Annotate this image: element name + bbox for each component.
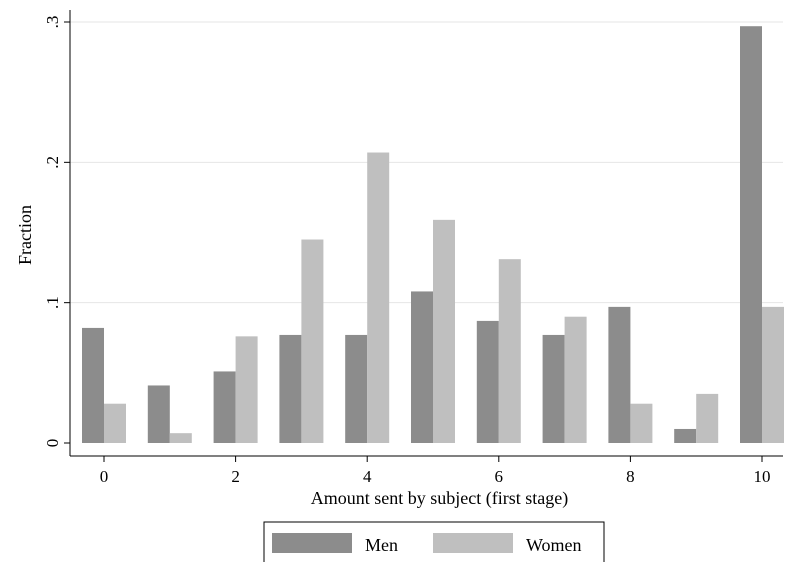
y-tick-label: .1 bbox=[43, 296, 62, 309]
bar-women-0 bbox=[104, 403, 126, 443]
x-tick-label: 0 bbox=[100, 467, 109, 486]
legend: Men Women bbox=[263, 521, 605, 562]
bar-men-4 bbox=[345, 334, 368, 443]
axis-labels: 0 .1 .2 .3 0 2 4 6 8 10 Amount sent by subject (fi… bbox=[15, 16, 770, 509]
gridlines bbox=[70, 21, 783, 304]
y-tick-label: 0 bbox=[43, 439, 62, 448]
bar-men-1 bbox=[147, 385, 170, 443]
bar-women-5 bbox=[433, 219, 455, 443]
bar-men-3 bbox=[279, 334, 302, 443]
bar-women-3 bbox=[301, 239, 324, 443]
legend-swatch-women bbox=[433, 533, 513, 553]
x-tick-label: 8 bbox=[626, 467, 635, 486]
legend-label-women: Women bbox=[526, 535, 582, 555]
bar-women-7 bbox=[564, 316, 587, 443]
bar-men-8 bbox=[608, 306, 631, 443]
bar-women-1 bbox=[169, 433, 192, 443]
y-tick-label: .3 bbox=[43, 16, 62, 29]
y-tick-label: .2 bbox=[43, 156, 62, 169]
x-tick-label: 4 bbox=[363, 467, 372, 486]
bar-women-8 bbox=[630, 403, 653, 443]
legend-swatch-men bbox=[272, 533, 352, 553]
bar-women-9 bbox=[696, 393, 719, 443]
bar-men-0 bbox=[82, 327, 104, 443]
bar-women-6 bbox=[498, 259, 521, 443]
bar-men-7 bbox=[542, 334, 565, 443]
bar-men-9 bbox=[674, 428, 697, 443]
bar-men-2 bbox=[213, 371, 236, 443]
bar-men-10 bbox=[740, 26, 762, 444]
legend-label-men: Men bbox=[365, 535, 398, 555]
bar-men-5 bbox=[411, 291, 433, 443]
bar-women-10 bbox=[762, 306, 784, 443]
bars bbox=[82, 26, 784, 444]
x-tick-label: 10 bbox=[754, 467, 771, 486]
x-tick-label: 2 bbox=[231, 467, 240, 486]
bar-women-4 bbox=[367, 152, 390, 443]
x-tick-label: 6 bbox=[495, 467, 504, 486]
x-axis-title: Amount sent by subject (first stage) bbox=[311, 488, 568, 509]
bar-women-2 bbox=[235, 336, 258, 443]
bar-men-6 bbox=[476, 320, 499, 443]
axes bbox=[64, 10, 783, 462]
y-axis-title: Fraction bbox=[15, 205, 35, 265]
